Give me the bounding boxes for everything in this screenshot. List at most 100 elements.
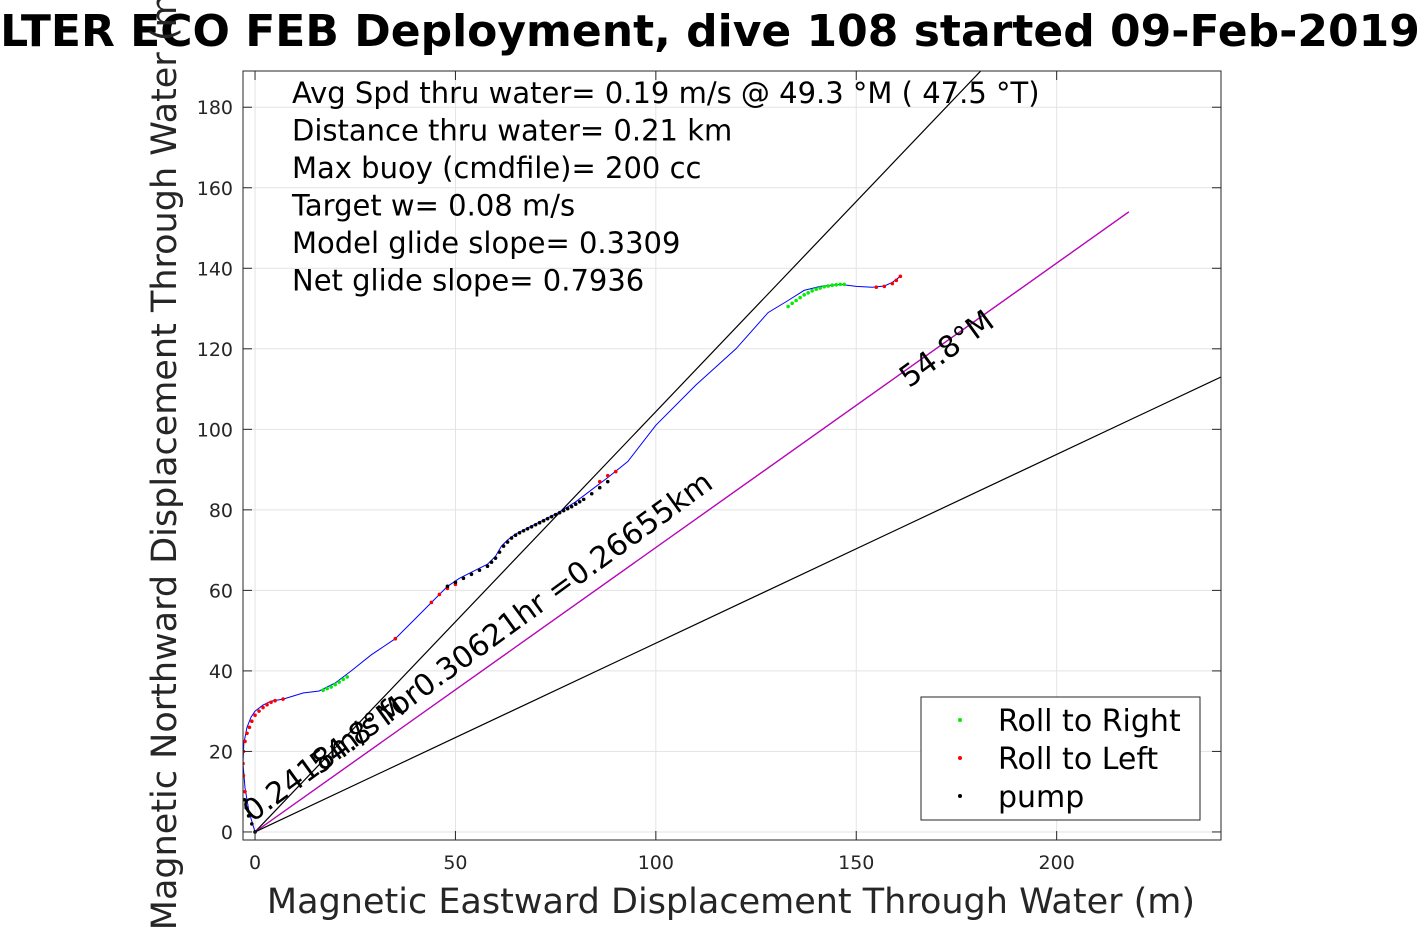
point-pump <box>533 522 538 527</box>
point-pump <box>469 572 474 577</box>
point-pump <box>445 584 450 589</box>
point-roll-to-left <box>253 713 257 717</box>
point-roll-to-left <box>437 592 442 597</box>
point-pump <box>461 576 466 581</box>
point-pump <box>605 479 610 484</box>
point-roll-to-right <box>798 295 802 300</box>
point-roll-to-right <box>842 282 847 287</box>
point-roll-to-right <box>802 293 806 297</box>
point-pump <box>545 516 550 521</box>
reference-line-steep <box>254 71 982 833</box>
point-pump <box>485 564 490 569</box>
x-tick-label: 100 <box>638 852 674 874</box>
point-roll-to-right <box>810 289 814 293</box>
point-roll-to-left <box>243 773 246 778</box>
point-pump <box>573 502 578 507</box>
annotation-line: Net glide slope= 0.7936 <box>292 264 644 298</box>
point-pump <box>597 485 602 490</box>
x-tick-label: 150 <box>838 852 874 874</box>
point-roll-to-right <box>790 301 794 306</box>
y-tick-labels: 0 20 40 60 80 100 120 140 160 180 <box>197 97 233 844</box>
point-roll-to-right <box>838 282 843 287</box>
y-tick-label: 20 <box>209 741 233 763</box>
y-tick-label: 120 <box>197 339 233 361</box>
y-tick-label: 180 <box>197 97 233 119</box>
legend-marker <box>958 718 962 722</box>
point-roll-to-left <box>265 702 269 707</box>
annotation-line: Max buoy (cmdfile)= 200 cc <box>292 151 701 185</box>
point-pump <box>244 805 249 810</box>
point-roll-to-left <box>894 278 899 283</box>
point-pump <box>561 508 566 513</box>
point-roll-to-left <box>898 274 903 279</box>
legend-box <box>920 696 1201 821</box>
annotation-line: Model glide slope= 0.3309 <box>292 226 680 260</box>
chart-title: LTER ECO FEB Deployment, dive 108 starte… <box>0 6 1417 57</box>
point-roll-to-right <box>341 677 346 682</box>
point-roll-to-right <box>834 282 839 287</box>
annotations: Avg Spd thru water= 0.19 m/s @ 49.3 °M (… <box>291 76 1040 298</box>
series <box>243 274 903 834</box>
point-roll-to-left <box>874 285 879 290</box>
point-roll-to-right <box>786 304 790 309</box>
point-roll-to-left <box>597 479 602 484</box>
point-roll-to-left <box>250 719 254 724</box>
point-pump <box>569 504 574 509</box>
point-pump <box>581 497 586 502</box>
x-tick-labels: 0 50 100 150 200 <box>249 852 1075 874</box>
point-pump <box>497 550 502 554</box>
point-pump <box>505 540 510 544</box>
point-roll-to-right <box>337 680 341 684</box>
track-line <box>243 275 901 833</box>
y-tick-label: 80 <box>209 500 233 522</box>
point-pump <box>509 536 514 540</box>
tick-marks <box>243 71 1221 840</box>
point-pump <box>501 544 506 548</box>
reference-lines <box>254 71 1221 833</box>
reference-line-heading-magenta <box>254 211 1130 833</box>
point-roll-to-right <box>345 675 350 679</box>
legend-marker <box>958 794 962 798</box>
point-roll-to-right <box>321 688 325 693</box>
grid <box>243 71 1221 840</box>
point-roll-to-right <box>333 682 337 687</box>
point-roll-to-left <box>393 636 398 641</box>
point-roll-to-right <box>830 283 835 287</box>
plot-area: Avg Spd thru water= 0.19 m/s @ 49.3 °M (… <box>236 70 1222 841</box>
point-roll-to-left <box>269 700 273 705</box>
point-roll-to-left <box>273 698 277 703</box>
legend-label: Roll to Left <box>998 742 1158 777</box>
point-pump <box>489 560 494 564</box>
point-pump <box>525 526 530 531</box>
point-pump <box>537 520 542 525</box>
legend-label: Roll to Right <box>998 704 1181 739</box>
point-roll-to-right <box>826 284 830 288</box>
point-pump <box>477 568 482 573</box>
point-pump <box>529 524 534 529</box>
point-roll-to-right <box>818 286 822 290</box>
point-roll-to-right <box>329 685 333 689</box>
y-tick-label: 60 <box>209 580 233 602</box>
point-pump <box>517 531 522 535</box>
point-roll-to-left <box>281 697 285 701</box>
point-roll-to-left <box>613 469 618 474</box>
point-pump <box>250 822 254 826</box>
point-roll-to-left <box>261 705 265 710</box>
annotation-line: Distance thru water= 0.21 km <box>292 114 732 148</box>
point-roll-to-right <box>325 686 329 691</box>
point-roll-to-left <box>247 725 252 730</box>
point-pump <box>521 528 526 533</box>
x-axis-label: Magnetic Eastward Displacement Through W… <box>267 882 1195 922</box>
point-roll-to-right <box>806 291 810 295</box>
point-roll-to-left <box>882 284 887 289</box>
point-roll-to-left <box>243 739 247 744</box>
legend-marker <box>958 756 962 760</box>
x-tick-label: 200 <box>1039 852 1075 874</box>
annotation-line: Avg Spd thru water= 0.19 m/s @ 49.3 °M (… <box>292 76 1040 110</box>
point-roll-to-right <box>822 285 826 289</box>
point-pump <box>549 514 554 519</box>
point-roll-to-left <box>243 789 247 794</box>
point-pump <box>453 580 458 585</box>
